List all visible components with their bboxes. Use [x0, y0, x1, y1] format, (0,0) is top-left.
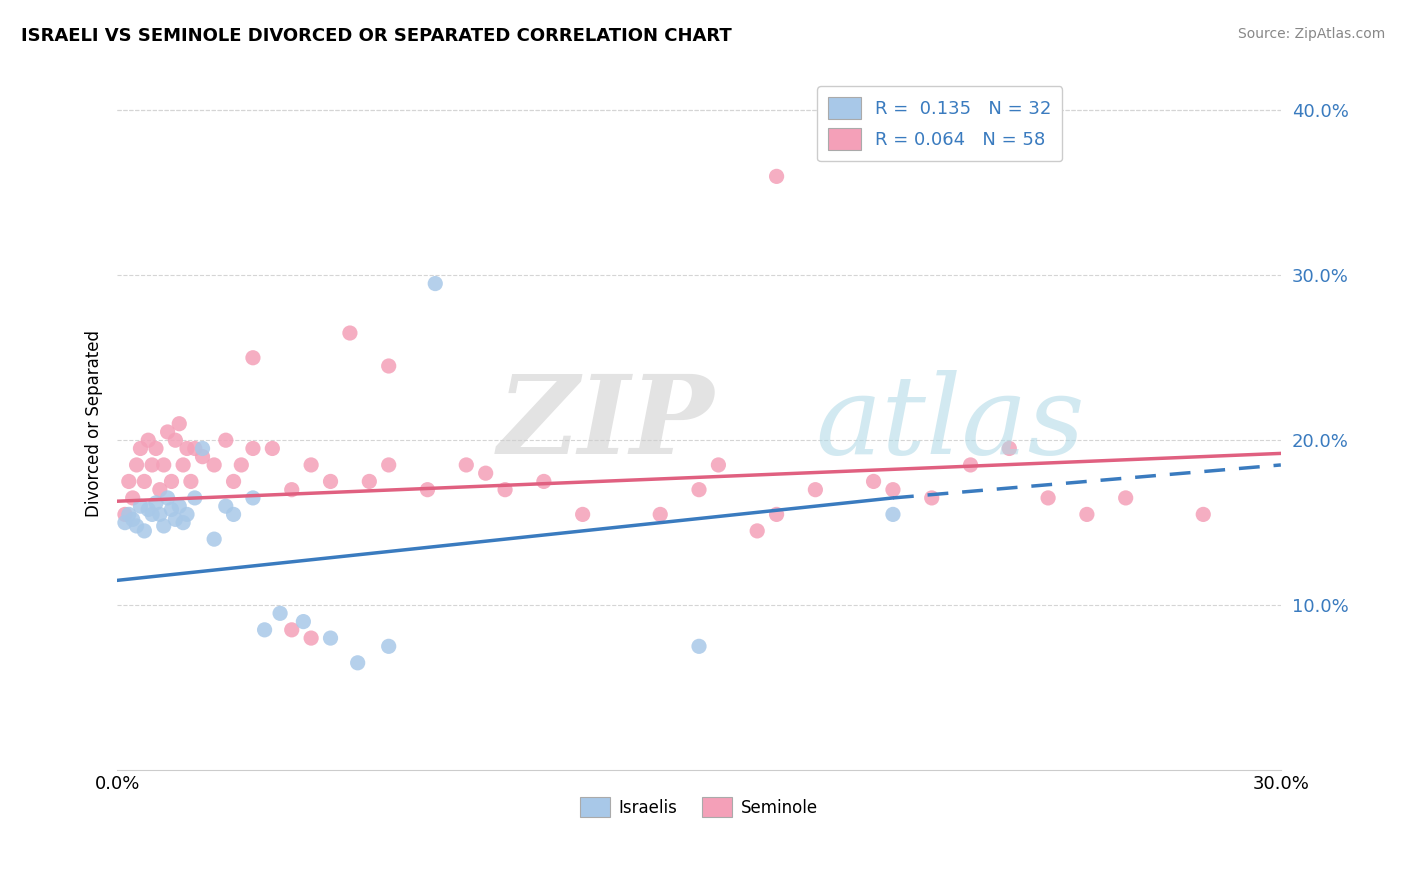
Point	[141, 458, 163, 472]
Point	[152, 519, 174, 533]
Point	[231, 458, 253, 472]
Point	[882, 508, 904, 522]
Point	[121, 491, 143, 505]
Point	[134, 524, 156, 538]
Point	[242, 491, 264, 505]
Point	[319, 475, 342, 489]
Point	[474, 466, 496, 480]
Point	[129, 442, 152, 456]
Point	[172, 458, 194, 472]
Point	[377, 640, 399, 654]
Point	[416, 483, 439, 497]
Y-axis label: Divorced or Separated: Divorced or Separated	[86, 330, 103, 517]
Legend: Israelis, Seminole: Israelis, Seminole	[574, 790, 824, 824]
Point	[765, 169, 787, 184]
Point	[533, 475, 555, 489]
Text: Source: ZipAtlas.com: Source: ZipAtlas.com	[1237, 27, 1385, 41]
Point	[136, 502, 159, 516]
Point	[141, 508, 163, 522]
Point	[125, 519, 148, 533]
Point	[215, 434, 238, 448]
Point	[156, 491, 179, 505]
Point	[145, 442, 167, 456]
Point	[184, 491, 207, 505]
Point	[262, 442, 284, 456]
Point	[202, 532, 225, 546]
Point	[650, 508, 672, 522]
Point	[172, 516, 194, 530]
Point	[377, 359, 399, 373]
Point	[145, 496, 167, 510]
Point	[222, 508, 245, 522]
Text: ZIP: ZIP	[498, 370, 714, 477]
Point	[242, 442, 264, 456]
Point	[319, 631, 342, 645]
Point	[571, 508, 593, 522]
Point	[253, 623, 276, 637]
Point	[167, 417, 190, 431]
Point	[134, 475, 156, 489]
Point	[269, 607, 291, 621]
Point	[299, 631, 322, 645]
Point	[494, 483, 516, 497]
Text: atlas: atlas	[815, 370, 1085, 477]
Point	[299, 458, 322, 472]
Point	[765, 508, 787, 522]
Point	[862, 475, 884, 489]
Point	[804, 483, 827, 497]
Point	[191, 450, 214, 464]
Point	[167, 499, 190, 513]
Point	[1036, 491, 1059, 505]
Point	[882, 483, 904, 497]
Point	[359, 475, 381, 489]
Point	[215, 499, 238, 513]
Point	[998, 442, 1021, 456]
Point	[346, 656, 368, 670]
Point	[180, 475, 202, 489]
Point	[184, 442, 207, 456]
Point	[425, 277, 447, 291]
Point	[688, 483, 710, 497]
Point	[165, 512, 187, 526]
Point	[114, 508, 136, 522]
Point	[125, 458, 148, 472]
Point	[136, 434, 159, 448]
Point	[959, 458, 981, 472]
Point	[1115, 491, 1137, 505]
Point	[118, 475, 141, 489]
Point	[121, 512, 143, 526]
Text: ISRAELI VS SEMINOLE DIVORCED OR SEPARATED CORRELATION CHART: ISRAELI VS SEMINOLE DIVORCED OR SEPARATE…	[21, 27, 733, 45]
Point	[152, 458, 174, 472]
Point	[202, 458, 225, 472]
Point	[176, 508, 198, 522]
Point	[149, 483, 172, 497]
Point	[456, 458, 478, 472]
Point	[292, 615, 315, 629]
Point	[191, 442, 214, 456]
Point	[1192, 508, 1215, 522]
Point	[176, 442, 198, 456]
Point	[1076, 508, 1098, 522]
Point	[377, 458, 399, 472]
Point	[160, 502, 183, 516]
Point	[165, 434, 187, 448]
Point	[114, 516, 136, 530]
Point	[688, 640, 710, 654]
Point	[242, 351, 264, 365]
Point	[707, 458, 730, 472]
Point	[156, 425, 179, 439]
Point	[160, 475, 183, 489]
Point	[280, 483, 302, 497]
Point	[149, 508, 172, 522]
Point	[921, 491, 943, 505]
Point	[280, 623, 302, 637]
Point	[339, 326, 361, 340]
Point	[222, 475, 245, 489]
Point	[118, 508, 141, 522]
Point	[129, 499, 152, 513]
Point	[747, 524, 769, 538]
